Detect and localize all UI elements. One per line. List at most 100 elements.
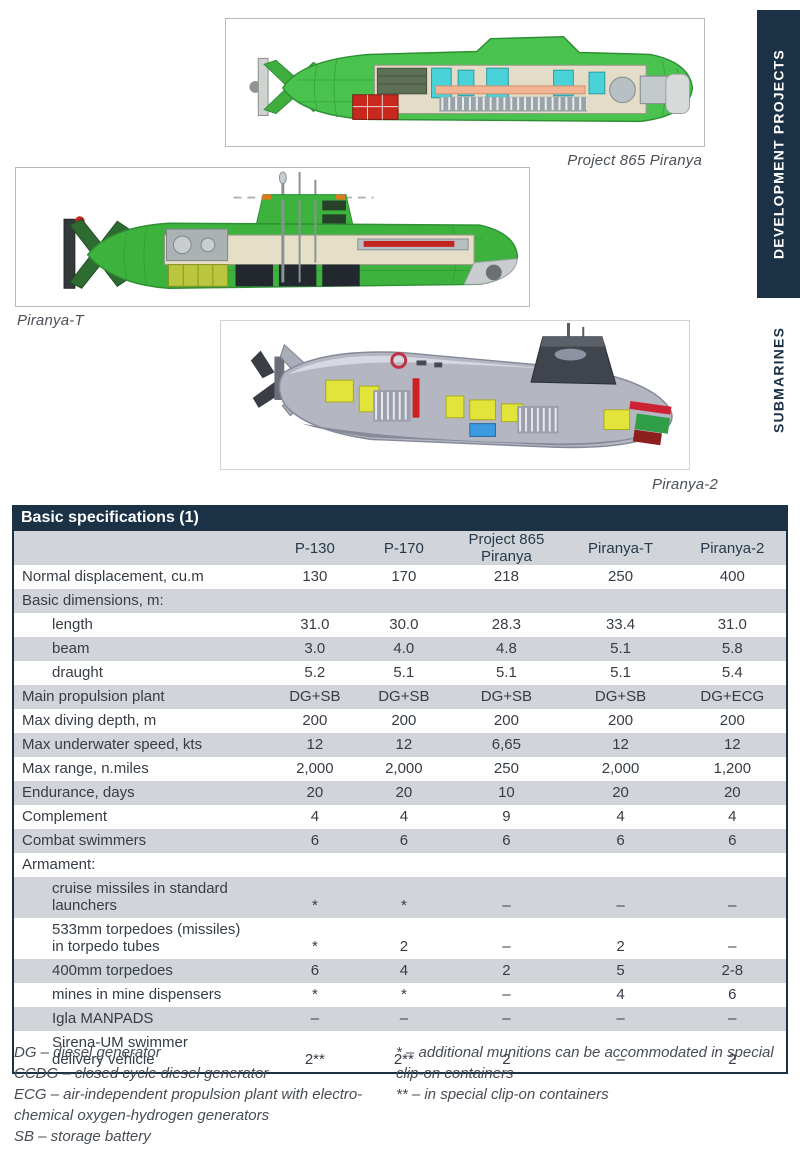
- cell-value: –: [678, 1007, 787, 1031]
- cell-value: 12: [357, 733, 451, 757]
- cell-value: 6: [272, 829, 358, 853]
- figure-caption-piranya-2: Piranya-2: [652, 476, 718, 493]
- row-label: cruise missiles in standard launchers: [13, 877, 273, 918]
- cell-value: [562, 589, 679, 613]
- footnote-line: DG – diesel generator: [14, 1044, 161, 1061]
- row-label: Normal displacement, cu.m: [22, 568, 204, 585]
- cell-value: 6: [450, 829, 563, 853]
- figure-piranya-t: [15, 167, 530, 307]
- piranya-t-cutaway-illustration: [63, 171, 519, 289]
- cell-value: 250: [493, 760, 519, 777]
- cell-value: 5.1: [562, 637, 679, 661]
- cell-value: 250: [608, 568, 634, 585]
- column-header-empty: [13, 531, 273, 565]
- piranya-2-cutaway-illustration: [250, 322, 673, 449]
- cell-value: 170: [391, 568, 417, 585]
- cell-value: DG+ECG: [678, 685, 787, 709]
- cell-value: 4: [357, 959, 451, 983]
- cell-value: 5.1: [393, 664, 415, 681]
- cell-value: 1,200: [713, 760, 752, 777]
- cell-value: 4.0: [357, 637, 451, 661]
- cell-value: 4: [616, 986, 625, 1003]
- cell-value: 5: [562, 959, 679, 983]
- cell-value: 2**: [304, 1051, 325, 1068]
- cell-value: –: [562, 1007, 679, 1031]
- spec-table-title: Basic specifications (1): [12, 505, 788, 531]
- row-label: Max range, n.miles: [22, 760, 149, 777]
- column-header-row: P-130 P-170 Project 865 Piranya Piranya-T Pi…: [13, 531, 787, 565]
- row-label: Combat swimmers: [13, 829, 273, 853]
- row-label: draught: [52, 664, 103, 681]
- footnotes-abbreviations: DG – diesel generator CCDG – closed cycle…: [14, 1042, 386, 1147]
- cell-value: –: [502, 938, 511, 955]
- footnote-line: ** – in special clip-on containers: [396, 1086, 609, 1103]
- cell-value: 200: [608, 712, 634, 729]
- cell-value: –: [450, 1007, 563, 1031]
- cell-value: 5.1: [610, 664, 631, 681]
- footnote-line: SB – storage battery: [14, 1128, 151, 1145]
- table-row: Complement 4 4 9 4 4: [13, 805, 787, 829]
- cell-value: 200: [493, 712, 519, 729]
- table-row: Normal displacement, cu.m 130 170 218 250 400: [13, 565, 787, 589]
- cell-value: 33.4: [605, 616, 636, 633]
- cell-value: –: [450, 877, 563, 918]
- row-label: 400mm torpedoes: [13, 959, 273, 983]
- cell-value: DG+SB: [272, 685, 358, 709]
- cell-value: 2: [502, 1051, 511, 1068]
- cell-value: 218: [493, 568, 519, 585]
- cell-value: 6: [272, 959, 358, 983]
- cell-value: 20: [678, 781, 787, 805]
- cell-value: 130: [302, 568, 328, 585]
- cell-value: DG+SB: [562, 685, 679, 709]
- column-header: P-130: [272, 531, 358, 565]
- row-label: Sirena-UM swimmer delivery vehicle: [52, 1034, 188, 1068]
- cell-value: [357, 853, 450, 877]
- figure-caption-piranya-t: Piranya-T: [17, 312, 84, 329]
- table-row: 533mm torpedoes (missiles) in torpedo tu…: [13, 918, 787, 959]
- cell-value: 12: [678, 733, 787, 757]
- cell-value: 400: [719, 568, 745, 585]
- cell-value: 2,000: [601, 760, 640, 777]
- table-row: Endurance, days 20 20 10 20 20: [13, 781, 787, 805]
- row-label: Armament:: [22, 856, 96, 873]
- cell-value: 2: [728, 1051, 737, 1068]
- cell-value: 28.3: [491, 616, 521, 633]
- cell-value: 20: [562, 781, 679, 805]
- cell-value: 4: [310, 808, 320, 825]
- row-label: Complement: [22, 808, 108, 825]
- cell-value: 3.0: [272, 637, 358, 661]
- figure-caption-project-865: Project 865 Piranya: [567, 152, 702, 169]
- cell-value: [450, 853, 562, 877]
- cell-value: [272, 589, 358, 613]
- row-label: 533mm torpedoes (missiles) in torpedo tu…: [52, 921, 241, 955]
- cell-value: *: [357, 877, 451, 918]
- table-row: Main propulsion plant DG+SB DG+SB DG+SB DG+S…: [13, 685, 787, 709]
- cell-value: 9: [502, 808, 511, 825]
- row-label: Main propulsion plant: [13, 685, 273, 709]
- section-tab-development-projects-label: DEVELOPMENT PROJECTS: [770, 49, 787, 259]
- table-row: Armament:: [13, 853, 787, 877]
- row-label: Endurance, days: [13, 781, 273, 805]
- table-row: mines in mine dispensers * * – 4 6: [13, 983, 787, 1007]
- cell-value: [563, 853, 679, 877]
- spec-grid: P-130 P-170 Project 865 Piranya Piranya-T Pi…: [12, 531, 788, 1074]
- cell-value: 200: [391, 712, 417, 729]
- column-header: P-170: [357, 531, 451, 565]
- cell-value: *: [311, 938, 318, 955]
- cell-value: 31.0: [300, 616, 330, 633]
- cell-value: 10: [450, 781, 563, 805]
- section-tab-submarines: SUBMARINES: [757, 313, 800, 446]
- cell-value: 4: [399, 808, 409, 825]
- table-row: Sirena-UM swimmer delivery vehicle 2** 2**…: [13, 1031, 787, 1073]
- row-label: Basic dimensions, m:: [13, 589, 273, 613]
- cell-value: –: [272, 1007, 358, 1031]
- cell-value: 4: [616, 808, 625, 825]
- footnote-line: * – additional munitions can be accommod…: [396, 1044, 774, 1082]
- cell-value: [357, 589, 451, 613]
- project-865-cutaway-illustration: [249, 35, 694, 123]
- cell-value: DG+SB: [450, 685, 563, 709]
- cell-value: 5.1: [495, 664, 517, 681]
- footnote-line: CCDG – closed cycle diesel generator: [14, 1065, 269, 1082]
- cell-value: 5.4: [721, 664, 743, 681]
- cell-value: 2-8: [678, 959, 787, 983]
